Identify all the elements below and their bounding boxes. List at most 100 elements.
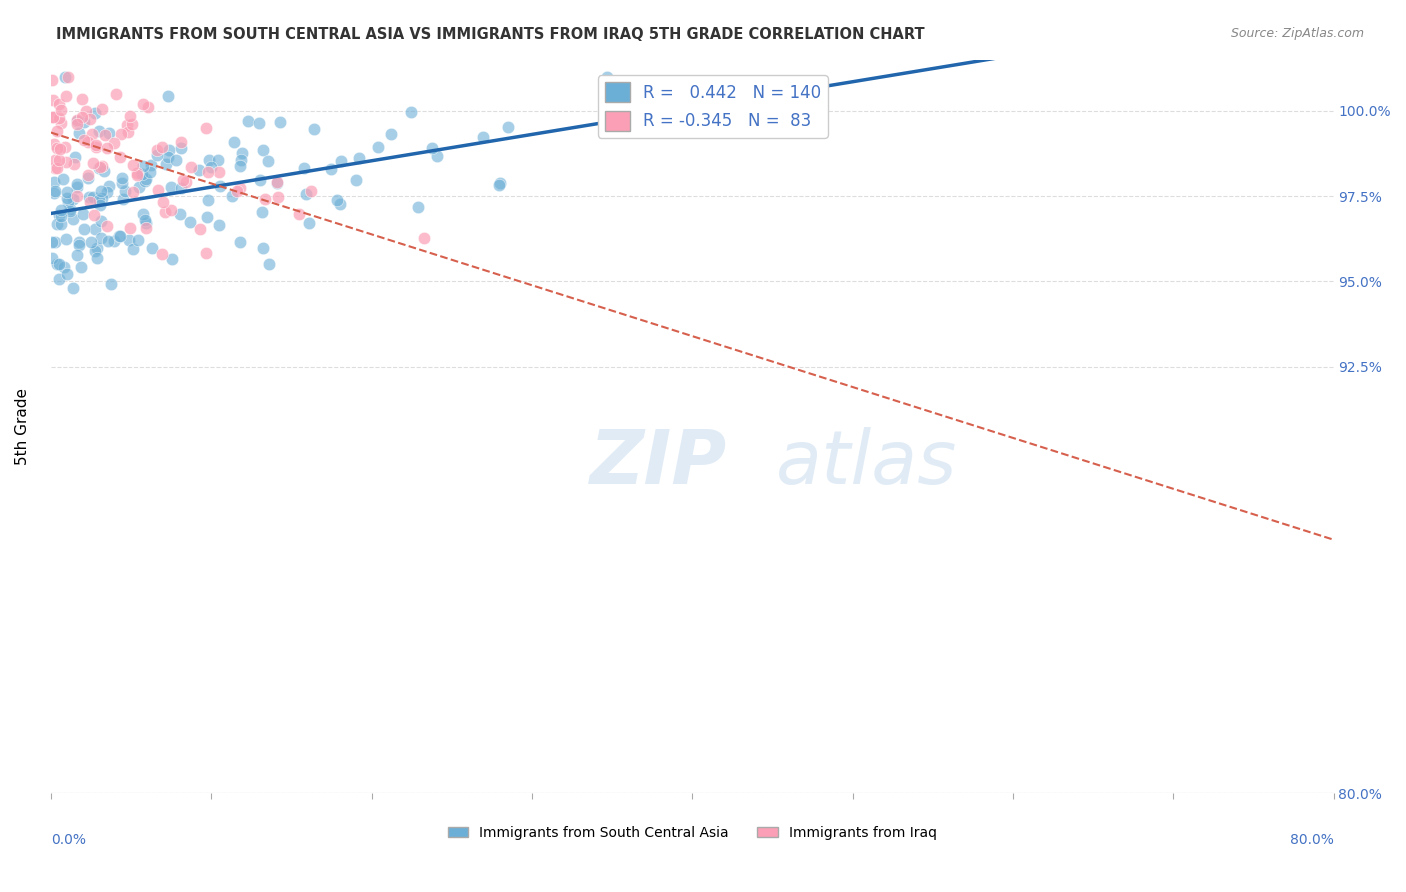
Point [56,190,79,204]
Point [132,96,155,111]
Point [252,143,274,157]
Point [89,161,111,176]
Point [134,212,156,227]
Point [86,241,108,255]
Point [125,168,148,182]
Text: Source: ZipAtlas.com: Source: ZipAtlas.com [1230,27,1364,40]
Point [489,176,512,190]
Point [44,186,66,200]
Point [141,241,163,255]
Point [55,268,77,282]
Point [145,148,167,162]
Point [146,143,169,157]
Point [73,222,96,236]
Point [67,238,90,252]
Point [169,207,191,221]
Point [44,184,66,198]
Point [200,160,222,174]
Point [84,137,107,152]
Point [121,242,143,256]
Point [49,202,72,217]
Point [180,161,202,175]
Point [174,175,197,189]
Point [266,175,288,189]
Point [82,156,104,170]
Point [128,180,150,194]
Point [256,154,278,169]
Point [194,245,217,260]
Point [295,186,318,201]
Point [80,235,103,249]
Point [97,234,120,248]
Point [114,184,136,198]
Point [91,103,114,117]
Point [127,233,149,247]
Point [42,175,65,189]
Point [488,178,510,193]
Point [266,176,288,190]
Point [148,183,170,197]
Point [98,179,121,194]
Point [253,192,276,206]
Point [472,130,495,145]
Point [90,184,112,198]
Point [48,111,70,125]
Point [42,93,65,107]
Point [160,252,183,267]
Point [89,160,111,174]
Point [75,103,97,118]
Point [56,194,79,209]
Point [380,127,402,141]
Point [150,139,173,153]
Point [197,165,219,179]
Point [76,170,98,185]
Point [138,100,160,114]
Point [236,113,259,128]
Point [135,216,157,230]
Point [87,124,110,138]
Point [169,141,191,155]
Point [77,190,100,204]
Point [121,116,143,130]
Point [413,230,436,244]
Point [48,257,70,271]
Point [55,89,77,103]
Point [208,179,231,194]
Point [156,150,179,164]
Point [155,156,177,170]
Point [44,137,66,152]
Point [298,216,321,230]
Point [73,115,96,129]
Point [208,165,231,179]
Point [59,202,82,216]
Point [48,142,70,156]
Point [344,173,367,187]
Point [120,220,142,235]
Point [329,196,352,211]
Point [87,193,110,207]
Point [108,229,131,244]
Point [41,110,63,124]
Point [48,272,70,286]
Point [66,177,89,191]
Point [56,185,79,199]
Point [118,109,141,123]
Point [207,218,229,232]
Point [77,168,100,182]
Point [84,244,107,259]
Point [45,161,67,175]
Point [247,116,270,130]
Point [172,173,194,187]
Point [187,163,209,178]
Point [53,139,76,153]
Point [89,198,111,212]
Point [62,212,84,227]
Text: IMMIGRANTS FROM SOUTH CENTRAL ASIA VS IMMIGRANTS FROM IRAQ 5TH GRADE CORRELATION: IMMIGRANTS FROM SOUTH CENTRAL ASIA VS IM… [56,27,925,42]
Point [127,165,149,179]
Point [141,158,163,172]
Point [108,150,131,164]
Point [83,106,105,120]
Point [426,149,449,163]
Point [66,188,89,202]
Point [48,153,70,167]
